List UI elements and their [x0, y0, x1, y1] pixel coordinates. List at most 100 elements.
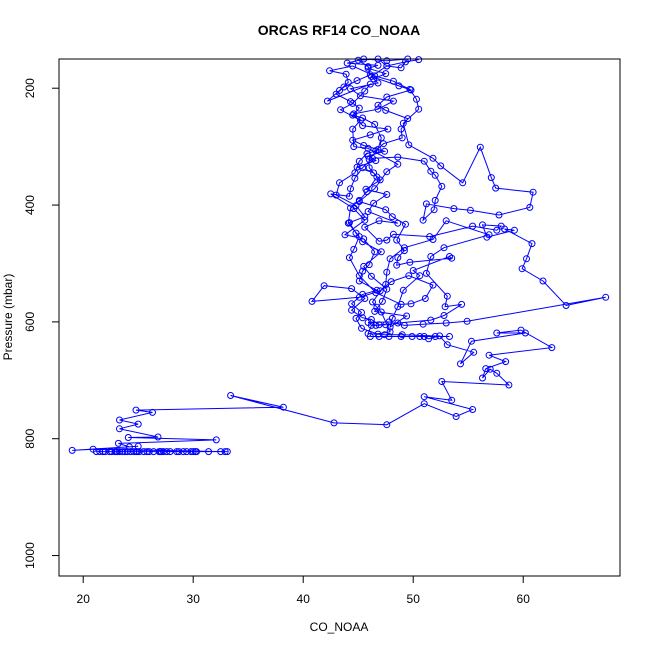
data-point [183, 448, 191, 456]
data-point [450, 205, 458, 213]
data-point [375, 321, 383, 329]
data-point [343, 59, 351, 67]
data-point [378, 297, 386, 305]
data-point [330, 419, 338, 427]
x-tick-label: 60 [517, 592, 531, 606]
data-point [140, 448, 148, 456]
data-point [529, 188, 537, 196]
data-point [371, 248, 379, 256]
data-point [377, 308, 385, 316]
data-point [160, 448, 167, 456]
data-point [349, 62, 357, 70]
y-axis: 200 400 600 800 1000 [23, 78, 60, 569]
data-point [482, 365, 490, 373]
data-point [429, 154, 437, 162]
data-point [373, 303, 381, 311]
data-point [347, 185, 354, 193]
data-point [364, 208, 372, 215]
data-point [370, 199, 378, 207]
data-point [448, 254, 456, 262]
data-point [382, 106, 390, 114]
data-point [68, 446, 76, 454]
data-point [347, 98, 354, 106]
data-point [372, 289, 380, 297]
x-tick-label: 30 [187, 592, 201, 606]
data-point [326, 67, 334, 75]
data-point [361, 87, 369, 95]
data-point [124, 434, 132, 441]
data-point [427, 167, 435, 175]
data-point [389, 97, 397, 105]
data-point [344, 78, 352, 86]
data-point [350, 245, 358, 253]
data-point [393, 236, 401, 244]
data-point [386, 255, 394, 263]
data-point [510, 226, 518, 234]
data-point [416, 333, 424, 340]
data-point [375, 237, 383, 245]
data-point [459, 179, 467, 187]
data-point [189, 448, 197, 456]
data-point [374, 146, 382, 153]
data-point [345, 254, 353, 262]
data-point [374, 105, 382, 113]
data-point [359, 164, 367, 172]
data-point [523, 255, 530, 263]
data-point [132, 406, 140, 414]
data-point [355, 277, 363, 285]
data-point [372, 321, 380, 329]
data-point [366, 131, 374, 139]
data-point [402, 220, 409, 228]
data-point [466, 206, 474, 214]
data-point [431, 171, 439, 179]
data-point [420, 333, 428, 340]
data-point [397, 64, 405, 72]
data-point [365, 164, 373, 172]
data-point [113, 448, 121, 456]
data-point [114, 439, 122, 447]
data-point [349, 111, 357, 119]
data-point [359, 114, 367, 122]
data-point [332, 90, 340, 98]
data-point [217, 448, 225, 456]
data-point [479, 374, 486, 382]
data-point [320, 282, 328, 290]
data-point [371, 307, 379, 315]
data-point [442, 217, 450, 225]
data-point [384, 125, 392, 133]
data-point [405, 141, 413, 149]
data-point [526, 203, 534, 211]
data-point [89, 445, 97, 453]
data-point [448, 396, 456, 404]
y-tick-label: 200 [23, 78, 37, 98]
data-point [367, 73, 375, 80]
data-point [369, 298, 376, 306]
data-point [406, 258, 414, 266]
data-point [446, 333, 453, 340]
data-point [413, 95, 420, 103]
data-point [394, 160, 402, 168]
data-point [495, 211, 503, 219]
data-point [351, 174, 359, 182]
data-point [528, 240, 536, 248]
data-point [350, 143, 358, 151]
data-point [163, 448, 171, 456]
data-point [394, 153, 402, 161]
data-point [212, 436, 220, 444]
data-point [440, 244, 448, 252]
data-point [438, 378, 446, 385]
data-point [361, 216, 369, 224]
data-point [154, 433, 162, 441]
data-point [431, 196, 439, 204]
data-point [179, 448, 187, 456]
data-point [388, 213, 396, 221]
data-point [383, 62, 391, 70]
data-point [377, 248, 385, 256]
data-point [420, 393, 428, 401]
data-point [350, 205, 358, 213]
data-point [420, 157, 428, 165]
data-point [398, 134, 406, 142]
data-point [431, 333, 439, 340]
data-point [327, 190, 335, 198]
data-point [385, 333, 393, 340]
